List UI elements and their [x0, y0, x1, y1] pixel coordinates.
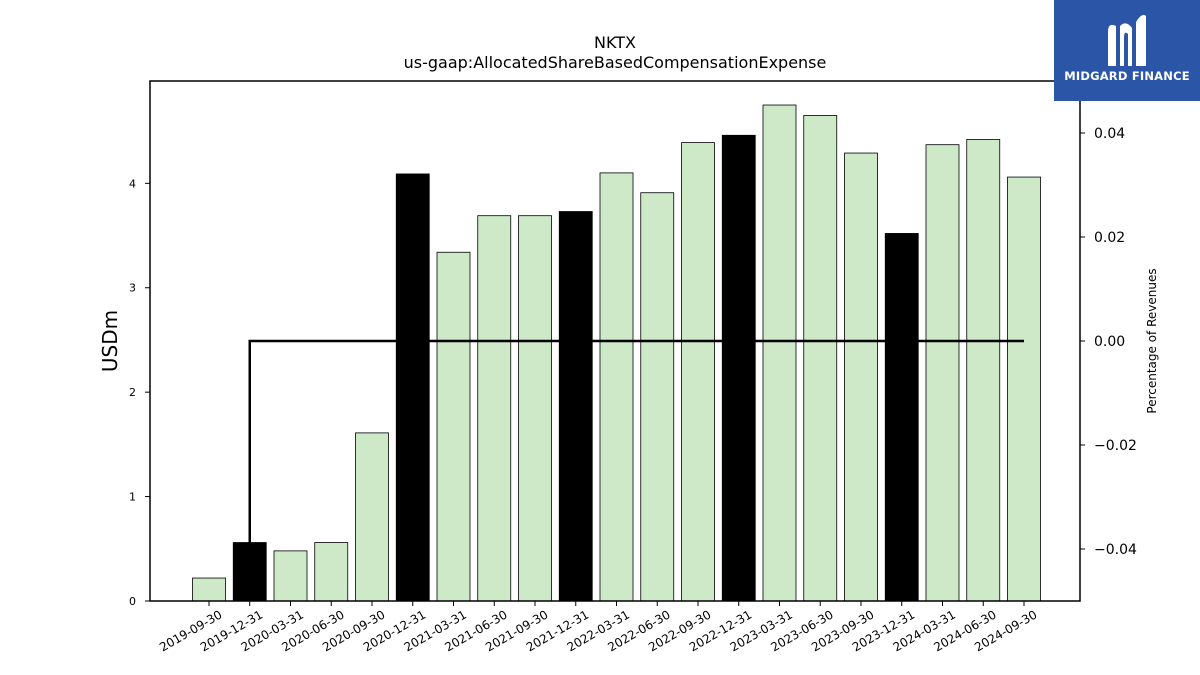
y-axis-right: −0.04 −0.02 0.00 0.02 0.04 — [1080, 126, 1137, 558]
bar-2021-09-30 — [518, 215, 552, 602]
bar-2020-12-31 — [395, 173, 430, 602]
midgard-logo-icon — [1108, 14, 1146, 66]
bar-2020-03-31 — [273, 550, 308, 602]
bar-2022-03-31 — [599, 172, 634, 602]
y2-tick-label: −0.02 — [1094, 438, 1137, 454]
bar-2021-12-31 — [558, 211, 593, 602]
bar-2022-09-30 — [681, 142, 715, 602]
bar-2024-09-30 — [1007, 176, 1041, 602]
bar-2022-06-30 — [640, 192, 675, 602]
y-axis-label: USDm — [98, 310, 122, 372]
x-axis: 2019-09-302019-12-312020-03-312020-06-30… — [157, 601, 1040, 654]
bar-2023-09-30 — [844, 152, 878, 602]
percentage-line — [248, 339, 1024, 601]
y-tick-label: 4 — [129, 177, 136, 190]
brand-logo: MIDGARD FINANCE — [1054, 0, 1200, 101]
y-tick-label: 3 — [129, 282, 136, 295]
bar-2023-12-31 — [884, 233, 919, 602]
logo-text: MIDGARD FINANCE — [1064, 69, 1190, 83]
y-tick-label: 2 — [129, 386, 136, 399]
bar-2020-09-30 — [355, 432, 389, 602]
y2-tick-label: 0.00 — [1094, 334, 1125, 350]
y-tick-label: 0 — [129, 595, 136, 608]
bar-2023-06-30 — [803, 115, 838, 602]
bar-2024-06-30 — [966, 139, 1001, 602]
y2-tick-label: 0.04 — [1094, 126, 1125, 142]
line-layer — [248, 339, 1024, 601]
y2-axis-label: Percentage of Revenues — [1145, 268, 1159, 413]
bar-2024-03-31 — [925, 144, 960, 602]
bar-2023-03-31 — [762, 104, 797, 602]
y-tick-label: 1 — [129, 491, 136, 504]
bar-2021-06-30 — [477, 215, 512, 602]
bar-2019-09-30 — [192, 577, 226, 602]
y2-tick-label: 0.02 — [1094, 230, 1125, 246]
y-axis-left: 0 1 2 3 4 — [129, 177, 150, 608]
bars-group — [192, 104, 1041, 602]
y2-tick-label: −0.04 — [1094, 542, 1137, 558]
bar-2021-03-31 — [436, 251, 471, 602]
chart-title: NKTX — [594, 33, 636, 52]
bar-2022-12-31 — [721, 134, 756, 602]
bar-2020-06-30 — [314, 542, 349, 602]
chart-subtitle: us-gaap:AllocatedShareBasedCompensationE… — [404, 53, 827, 72]
